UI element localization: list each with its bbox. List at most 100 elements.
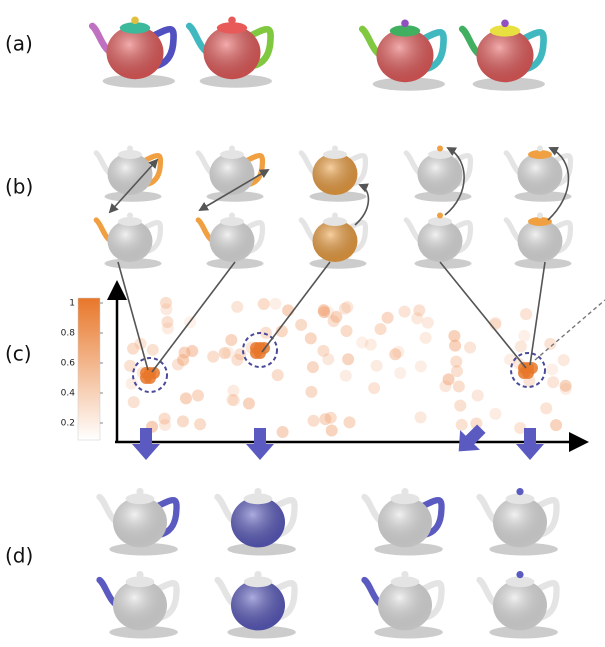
colorbar-tick-label: 0.6 bbox=[61, 359, 76, 369]
body-shade bbox=[418, 220, 463, 262]
link-dashed bbox=[535, 300, 605, 360]
knob bbox=[254, 571, 261, 578]
point bbox=[420, 332, 432, 344]
teapot bbox=[96, 146, 161, 202]
body-shade bbox=[108, 220, 153, 262]
teapot bbox=[198, 213, 263, 269]
flow-arrow bbox=[246, 428, 274, 460]
link bbox=[530, 262, 545, 365]
knob bbox=[254, 488, 261, 495]
teapot bbox=[506, 146, 571, 202]
point bbox=[454, 400, 466, 412]
point bbox=[392, 346, 404, 358]
point bbox=[520, 308, 532, 320]
point bbox=[272, 369, 284, 381]
point bbox=[464, 341, 476, 353]
body-shade bbox=[477, 29, 534, 82]
colorbar bbox=[78, 298, 100, 440]
flow-arrow bbox=[132, 428, 160, 460]
point bbox=[226, 394, 238, 406]
point bbox=[560, 383, 572, 395]
point bbox=[558, 354, 570, 366]
body-shade bbox=[518, 220, 563, 262]
point bbox=[180, 392, 192, 404]
point bbox=[192, 389, 204, 401]
body-shade bbox=[378, 580, 432, 630]
point bbox=[277, 426, 289, 438]
teapot bbox=[365, 488, 443, 556]
curve-arrow bbox=[355, 185, 368, 225]
link bbox=[440, 262, 526, 368]
point bbox=[544, 338, 556, 350]
body-shade bbox=[204, 26, 261, 79]
teapot bbox=[462, 19, 545, 90]
point bbox=[162, 322, 174, 334]
point bbox=[194, 418, 206, 430]
teapot bbox=[218, 571, 296, 639]
point bbox=[339, 303, 351, 315]
point bbox=[456, 419, 468, 431]
point bbox=[515, 341, 527, 353]
body-shade bbox=[518, 153, 563, 195]
point bbox=[518, 330, 530, 342]
knob bbox=[516, 571, 523, 578]
body-shade bbox=[231, 497, 285, 547]
teapot bbox=[92, 16, 175, 87]
body-shade bbox=[493, 580, 547, 630]
body-shade bbox=[231, 580, 285, 630]
colorbar-tick-label: 0.2 bbox=[61, 419, 75, 429]
knob bbox=[136, 488, 143, 495]
teapot bbox=[506, 213, 571, 269]
point bbox=[449, 340, 461, 352]
body-shade bbox=[210, 153, 255, 195]
point bbox=[319, 413, 331, 425]
knob bbox=[229, 146, 235, 152]
point bbox=[399, 306, 411, 318]
body-shade bbox=[377, 29, 434, 82]
teapot bbox=[198, 146, 263, 202]
colorbar-tick-label: 0.4 bbox=[61, 389, 76, 399]
knob bbox=[332, 213, 338, 219]
knob bbox=[228, 16, 236, 24]
point bbox=[172, 359, 184, 371]
knob bbox=[131, 16, 139, 24]
point bbox=[340, 370, 352, 382]
point bbox=[317, 345, 329, 357]
point bbox=[356, 337, 368, 349]
knob bbox=[501, 19, 509, 27]
knob bbox=[437, 146, 443, 152]
knob bbox=[127, 146, 133, 152]
teapot bbox=[301, 146, 366, 202]
point bbox=[147, 344, 159, 356]
knob bbox=[127, 213, 133, 219]
point bbox=[550, 419, 562, 431]
point bbox=[318, 304, 330, 316]
flow-arrow bbox=[449, 419, 491, 461]
point bbox=[186, 345, 198, 357]
point bbox=[260, 327, 272, 339]
knob bbox=[401, 488, 408, 495]
body-shade bbox=[313, 220, 358, 262]
body-shade bbox=[113, 497, 167, 547]
point bbox=[375, 323, 387, 335]
point bbox=[472, 390, 484, 402]
point bbox=[382, 312, 394, 324]
body-shade bbox=[107, 26, 164, 79]
point bbox=[328, 315, 340, 327]
point bbox=[222, 347, 234, 359]
teapot bbox=[100, 571, 178, 639]
body-shade bbox=[418, 153, 463, 195]
point bbox=[453, 380, 465, 392]
row-label: (a) bbox=[5, 32, 33, 56]
point bbox=[341, 325, 353, 337]
knob bbox=[437, 213, 443, 219]
point bbox=[415, 360, 427, 372]
point bbox=[225, 334, 237, 346]
knob bbox=[229, 213, 235, 219]
point bbox=[231, 301, 243, 313]
point bbox=[490, 408, 502, 420]
point bbox=[269, 298, 281, 310]
point bbox=[547, 376, 559, 388]
point bbox=[411, 312, 423, 324]
point bbox=[159, 419, 171, 431]
